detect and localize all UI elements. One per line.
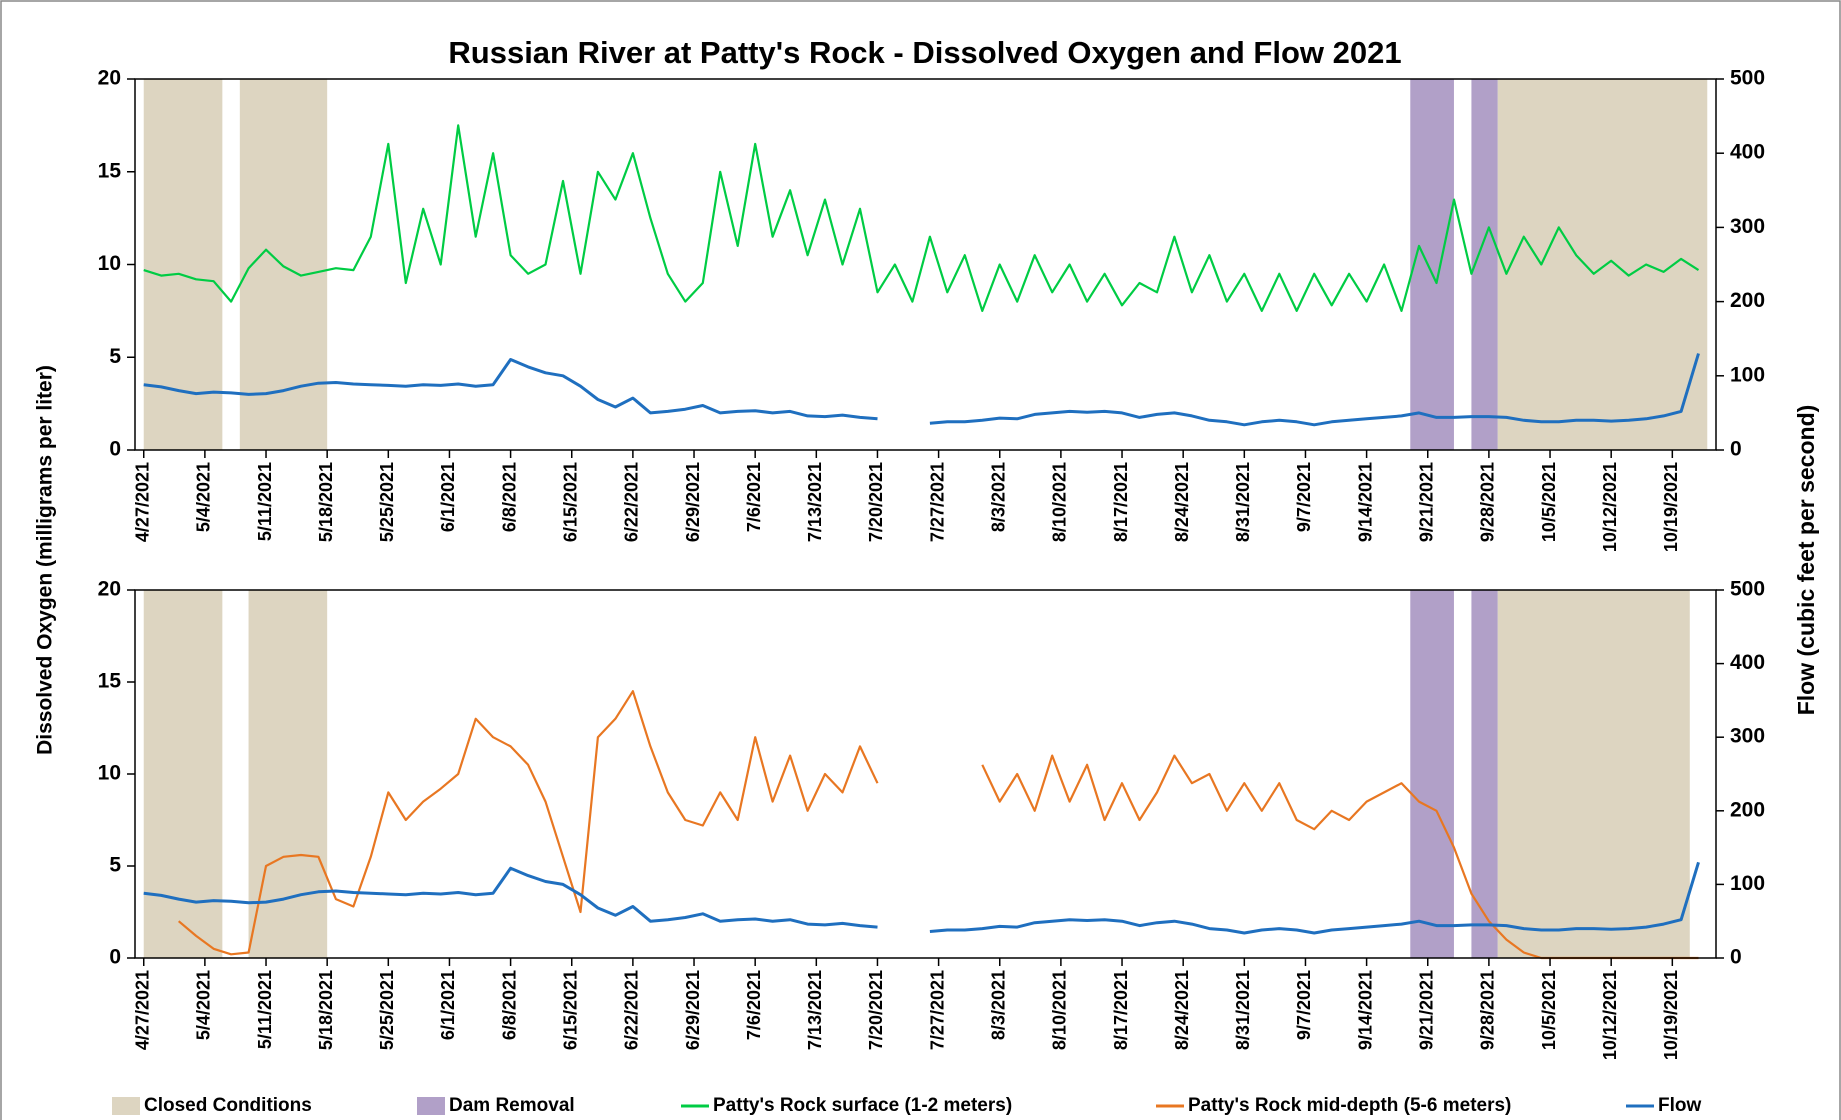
x-tick-label: 8/24/2021 (1172, 462, 1192, 542)
x-tick-label: 9/21/2021 (1417, 970, 1437, 1050)
x-tick-label: 8/3/2021 (988, 462, 1008, 532)
x-tick-label: 5/25/2021 (377, 462, 397, 542)
x-tick-label: 8/10/2021 (1050, 462, 1070, 542)
span-region (143, 79, 223, 450)
legend-label: Dam Removal (449, 1095, 575, 1116)
x-tick-label: 6/29/2021 (683, 970, 703, 1050)
x-tick-label: 6/1/2021 (438, 462, 458, 532)
x-tick-label: 5/11/2021 (255, 462, 275, 541)
x-tick-label: 4/27/2021 (132, 462, 152, 542)
legend-label: Closed Conditions (144, 1095, 312, 1116)
y2-tick-label: 500 (1730, 578, 1765, 601)
span-region (239, 79, 328, 450)
x-tick-label: 8/3/2021 (988, 970, 1008, 1040)
x-tick-label: 7/20/2021 (866, 462, 886, 542)
x-tick-label: 7/27/2021 (927, 462, 947, 542)
x-tick-label: 8/10/2021 (1050, 970, 1070, 1050)
y2-tick-label: 300 (1730, 215, 1765, 238)
x-tick-label: 10/5/2021 (1539, 970, 1559, 1050)
x-tick-label: 5/18/2021 (316, 462, 336, 542)
legend-label: Flow (1658, 1095, 1701, 1116)
y2-tick-label: 0 (1730, 946, 1742, 969)
y-axis-label: Dissolved Oxygen (milligrams per liter) (34, 365, 57, 755)
x-tick-label: 5/11/2021 (255, 970, 275, 1049)
x-tick-label: 7/13/2021 (805, 462, 825, 542)
x-tick-label: 9/14/2021 (1355, 462, 1375, 542)
span-region (143, 590, 223, 958)
x-tick-label: 7/13/2021 (805, 970, 825, 1050)
y2-tick-label: 400 (1730, 651, 1765, 674)
span-region (1497, 590, 1690, 958)
x-tick-label: 7/20/2021 (866, 970, 886, 1050)
y2-axis-label: Flow (cubic feet per second) (1793, 405, 1819, 716)
span-region (1471, 590, 1498, 958)
legend-swatch (417, 1097, 445, 1115)
x-tick-label: 6/22/2021 (622, 462, 642, 542)
x-tick-label: 10/12/2021 (1600, 462, 1620, 552)
x-tick-label: 9/28/2021 (1478, 462, 1498, 542)
legend-label: Patty's Rock mid-depth (5-6 meters) (1188, 1095, 1511, 1116)
data-line (177, 690, 1699, 960)
x-tick-label: 4/27/2021 (132, 970, 152, 1050)
x-tick-label: 9/28/2021 (1478, 970, 1498, 1050)
x-tick-label: 7/27/2021 (927, 970, 947, 1050)
x-tick-label: 10/19/2021 (1661, 462, 1681, 552)
data-line (143, 124, 1700, 312)
x-tick-label: 6/15/2021 (560, 462, 580, 542)
y-tick-label: 10 (98, 762, 121, 785)
data-line (143, 353, 1700, 427)
y-tick-label: 10 (98, 252, 121, 275)
chart-title: Russian River at Patty's Rock - Dissolve… (448, 35, 1401, 70)
legend-label: Patty's Rock surface (1-2 meters) (713, 1095, 1012, 1116)
y-tick-label: 0 (109, 438, 121, 461)
y-tick-label: 5 (109, 345, 121, 368)
data-line (143, 861, 1700, 935)
x-tick-label: 9/7/2021 (1294, 462, 1314, 532)
span-region (1497, 79, 1708, 450)
y2-tick-label: 400 (1730, 141, 1765, 164)
x-tick-label: 6/8/2021 (499, 970, 519, 1040)
x-tick-label: 6/8/2021 (499, 462, 519, 532)
y2-tick-label: 200 (1730, 798, 1765, 821)
x-tick-label: 8/24/2021 (1172, 970, 1192, 1050)
span-region (1410, 79, 1454, 450)
x-tick-label: 5/18/2021 (316, 970, 336, 1050)
y-tick-label: 0 (109, 946, 121, 969)
x-tick-label: 6/15/2021 (560, 970, 580, 1050)
span-region (1410, 590, 1454, 958)
y-tick-label: 5 (109, 854, 121, 877)
y2-tick-label: 100 (1730, 872, 1765, 895)
x-tick-label: 7/6/2021 (744, 970, 764, 1040)
x-tick-label: 7/6/2021 (744, 462, 764, 532)
x-tick-label: 6/1/2021 (438, 970, 458, 1040)
x-tick-label: 8/31/2021 (1233, 462, 1253, 542)
x-tick-label: 6/22/2021 (622, 970, 642, 1050)
x-tick-label: 10/12/2021 (1600, 970, 1620, 1060)
x-tick-label: 5/4/2021 (194, 970, 214, 1040)
y2-tick-label: 500 (1730, 67, 1765, 90)
legend-swatch (112, 1097, 140, 1115)
x-tick-label: 9/21/2021 (1417, 462, 1437, 542)
x-tick-label: 5/4/2021 (194, 462, 214, 532)
x-tick-label: 9/7/2021 (1294, 970, 1314, 1040)
x-tick-label: 5/25/2021 (377, 970, 397, 1050)
x-tick-label: 8/17/2021 (1111, 970, 1131, 1050)
y2-tick-label: 300 (1730, 725, 1765, 748)
y-tick-label: 20 (98, 67, 121, 90)
y-tick-label: 15 (98, 670, 122, 693)
y-tick-label: 20 (98, 578, 121, 601)
x-tick-label: 8/17/2021 (1111, 462, 1131, 542)
x-tick-label: 8/31/2021 (1233, 970, 1253, 1050)
x-tick-label: 9/14/2021 (1355, 970, 1375, 1050)
x-tick-label: 10/19/2021 (1661, 970, 1681, 1060)
x-tick-label: 10/5/2021 (1539, 462, 1559, 542)
y2-tick-label: 200 (1730, 289, 1765, 312)
y2-tick-label: 0 (1730, 438, 1742, 461)
x-tick-label: 6/29/2021 (683, 462, 703, 542)
y-tick-label: 15 (98, 159, 122, 182)
y2-tick-label: 100 (1730, 363, 1765, 386)
